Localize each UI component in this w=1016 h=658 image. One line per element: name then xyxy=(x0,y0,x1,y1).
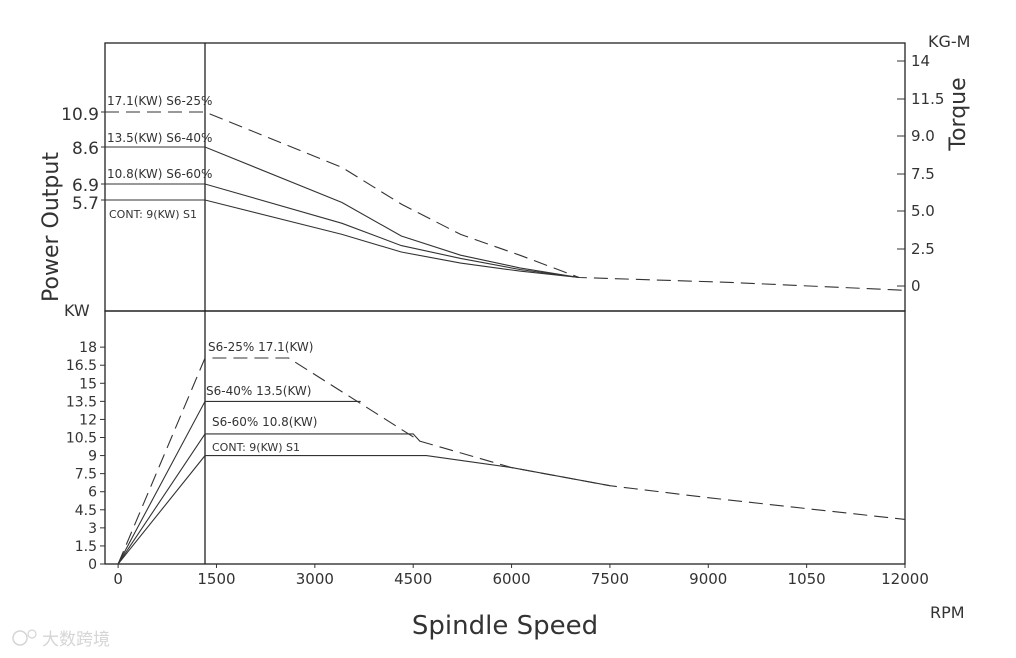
torque-unit-label: KG-M xyxy=(928,32,970,51)
rpm-tick-label: 6000 xyxy=(492,570,530,588)
power-tick-label: 8.6 xyxy=(72,139,99,159)
bottom-series-0 xyxy=(117,357,906,565)
top-panel-curves xyxy=(105,111,906,291)
torque-tick-label: 0 xyxy=(911,277,921,295)
kw-tick-label: 7.5 xyxy=(75,467,97,483)
torque-axis-title: Torque xyxy=(946,77,971,151)
rpm-tick-label: 9000 xyxy=(689,570,727,588)
spindle-speed-axis-title: Spindle Speed xyxy=(412,611,598,641)
torque-tick-label: 14 xyxy=(911,52,930,70)
kw-tick-label: 3 xyxy=(88,521,97,537)
bottom-series-2 xyxy=(117,433,421,565)
watermark-text: 大数跨境 xyxy=(42,630,110,650)
rpm-tick-label: 1050 xyxy=(788,570,826,588)
power-tick-label: 6.9 xyxy=(72,176,99,196)
kw-tick-label: 16.5 xyxy=(66,358,97,374)
top-series-3 xyxy=(105,199,580,279)
kw-tick-label: 18 xyxy=(79,340,97,356)
power-output-axis-title: Power Output xyxy=(39,152,64,302)
top-label-cont: CONT: 9(KW) S1 xyxy=(109,208,197,221)
rpm-unit-label: RPM xyxy=(930,603,965,622)
kw-tick-label: 0 xyxy=(88,557,97,573)
power-tick-label: 5.7 xyxy=(72,194,99,214)
torque-tick-label: 11.5 xyxy=(911,90,944,108)
rpm-tick-label: 3000 xyxy=(296,570,334,588)
rpm-tick-label: 7500 xyxy=(591,570,629,588)
bottom-y-axis-ticks: 18 16.5 15 13.5 12 10.5 9 7.5 6 4.5 3 1.5 0 xyxy=(66,340,105,573)
bottom-series-1 xyxy=(117,400,361,565)
rpm-tick-label: 0 xyxy=(113,570,123,588)
torque-tick-label: 9.0 xyxy=(911,127,935,145)
kw-tick-label: 10.5 xyxy=(66,431,97,447)
power-tick-label: 10.9 xyxy=(61,105,99,125)
kw-tick-label: 4.5 xyxy=(75,503,97,519)
top-label-s6-60: 10.8(KW) S6-60% xyxy=(107,167,212,181)
kw-tick-label: 15 xyxy=(79,376,97,392)
top-series-2 xyxy=(105,183,580,279)
top-series-1 xyxy=(105,146,580,279)
kw-tick-label: 13.5 xyxy=(66,394,97,410)
bottom-label-s6-40: S6-40% 13.5(KW) xyxy=(206,384,311,398)
watermark-logo: 大数跨境 xyxy=(12,629,110,650)
bottom-x-axis-ticks: 0 1500 3000 4500 6000 7500 9000 1050 12000 xyxy=(113,564,929,588)
kw-tick-label: 12 xyxy=(79,412,97,428)
bottom-label-s6-60: S6-60% 10.8(KW) xyxy=(212,415,317,429)
top-left-axis-ticks: 10.9 8.6 6.95.7 xyxy=(61,105,105,214)
top-right-axis-ticks: 14 11.5 9.0 7.5 5.0 2.5 0 xyxy=(897,52,944,295)
kw-tick-label: 6 xyxy=(88,485,97,501)
rpm-tick-label: 1500 xyxy=(197,570,235,588)
torque-tick-label: 2.5 xyxy=(911,240,935,258)
top-label-s6-25: 17.1(KW) S6-25% xyxy=(107,94,212,108)
top-label-s6-40: 13.5(KW) S6-40% xyxy=(107,131,212,145)
bottom-label-cont: CONT: 9(KW) S1 xyxy=(212,441,300,454)
rpm-tick-label: 4500 xyxy=(394,570,432,588)
kw-unit-label: KW xyxy=(64,301,90,320)
torque-tick-label: 5.0 xyxy=(911,202,935,220)
kw-tick-label: 1.5 xyxy=(75,539,97,555)
top-series-0 xyxy=(105,111,906,291)
bottom-label-s6-25: S6-25% 17.1(KW) xyxy=(208,340,313,354)
bottom-series-3 xyxy=(117,455,610,565)
bottom-panel-curves xyxy=(117,357,906,565)
kw-tick-label: 9 xyxy=(88,449,97,465)
top-panel-frame xyxy=(104,42,906,312)
torque-tick-label: 7.5 xyxy=(911,165,935,183)
rpm-tick-label: 12000 xyxy=(881,570,929,588)
watermark-logo-icon xyxy=(12,630,28,646)
